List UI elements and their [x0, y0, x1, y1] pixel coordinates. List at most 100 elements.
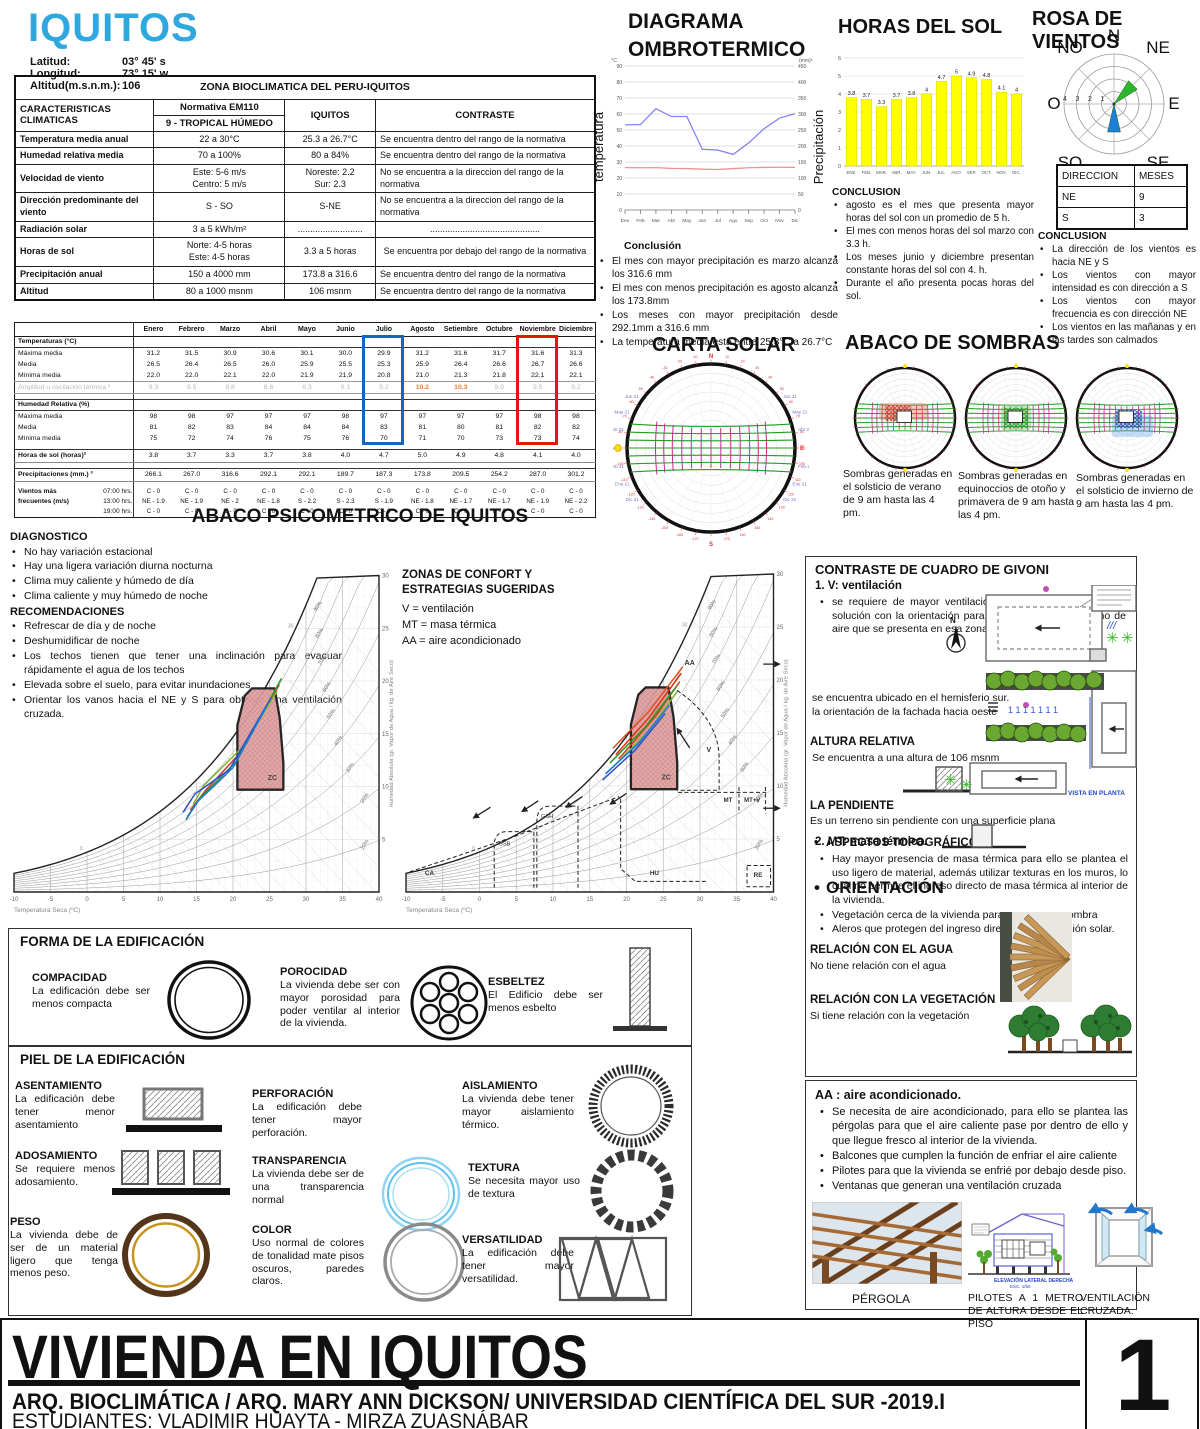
- table-cell: C - 0: [338, 487, 353, 495]
- svg-text:GSB: GSB: [499, 841, 511, 847]
- table-cell: 84: [341, 423, 350, 431]
- svg-text:-10: -10: [10, 897, 19, 903]
- table-cell: No se encuentra a la direccion del rango…: [374, 164, 596, 194]
- porocidad-text: La vivienda debe ser con mayor porosidad…: [280, 979, 400, 1030]
- shadow-chart-winter: [1074, 364, 1180, 472]
- sheet-number: 1: [1114, 1317, 1172, 1429]
- bullet-item: Elevada sobre el suelo, para evitar inun…: [10, 679, 342, 693]
- table-cell: 83: [226, 423, 234, 431]
- table-cell: 97: [380, 412, 388, 420]
- table-cell: [14, 393, 135, 400]
- bullet-item: Refrescar de día y de noche: [10, 620, 342, 634]
- table-cell: C - 0: [569, 507, 583, 515]
- sol-conclusion: CONCLUSION agosto es el mes que presenta…: [832, 186, 1034, 304]
- table-cell: NE: [1056, 186, 1135, 208]
- table-cell: 9.5: [518, 381, 557, 394]
- table-cell: 81: [149, 423, 158, 431]
- svg-text:O: O: [1047, 94, 1060, 113]
- svg-text:20%: 20%: [360, 792, 371, 804]
- svg-text:-80: -80: [617, 430, 622, 434]
- textura-icon: [590, 1149, 674, 1233]
- svg-text:-170: -170: [691, 537, 698, 541]
- sun-path-chart: 10 20 30 40 50 60 70 80 90 100 110 120 130 140 150 160 1…: [613, 354, 809, 546]
- svg-text:170: 170: [724, 537, 730, 541]
- svg-text:GSH: GSH: [541, 814, 553, 820]
- svg-text:70%: 70%: [317, 654, 328, 666]
- table-cell: C - 0: [223, 507, 237, 515]
- orientacion-line1: se encuentra ubicado en el hemisferio su…: [812, 692, 1010, 704]
- table-cell: Se encuentra dentro del rango de la norm…: [374, 265, 596, 284]
- givoni-altura-heading: ALTURA RELATIVA: [810, 736, 915, 748]
- svg-text:Dic 21: Dic 21: [783, 497, 796, 502]
- svg-text:S: S: [709, 542, 713, 546]
- svg-text:35: 35: [733, 897, 740, 903]
- forma-item-compacidad: COMPACIDAD La edificación debe ser menos…: [32, 972, 150, 1011]
- bullet-item: Hay una ligera variación diurna nocturna: [10, 560, 342, 574]
- svg-text:10%: 10%: [754, 838, 765, 850]
- table-cell: S - 2.3: [336, 497, 355, 505]
- table-cell: 97: [495, 412, 504, 420]
- table-cell: 8.6: [249, 381, 288, 394]
- svg-text:Abr 21: Abr 21: [613, 427, 624, 432]
- svg-text:°C: °C: [611, 58, 617, 64]
- svg-text:✳: ✳: [1121, 630, 1134, 647]
- aislamiento-title: AISLAMIENTO: [462, 1080, 538, 1092]
- table-cell: 98: [149, 412, 158, 420]
- givoni-agua-heading: RELACIÓN CON EL AGUA: [810, 944, 954, 956]
- svg-text:-140: -140: [648, 517, 655, 521]
- carta-title: CARTA SOLAR: [652, 334, 796, 356]
- table-cell: 31.5: [185, 349, 199, 357]
- table-cell: Humedad relativa media: [14, 147, 155, 166]
- svg-text:50: 50: [780, 387, 784, 391]
- table-cell: S: [1056, 207, 1135, 230]
- table-cell: 9.3: [133, 381, 173, 394]
- svg-text:90: 90: [801, 446, 805, 450]
- table-cell: 316.6: [210, 468, 250, 482]
- svg-text:Mar: Mar: [652, 218, 661, 224]
- table-cell: NE - 1.7: [487, 497, 511, 505]
- adosamiento-text: Se requiere menos adosamiento.: [15, 1163, 115, 1188]
- table-cell: 292.1: [287, 468, 327, 482]
- table-cell: [14, 481, 135, 487]
- svg-text:4: 4: [838, 92, 841, 98]
- compacidad-title: COMPACIDAD: [32, 972, 107, 984]
- table-cell: 84: [303, 423, 311, 431]
- svg-text:May 21: May 21: [615, 410, 631, 415]
- svg-text:✳: ✳: [1106, 630, 1119, 647]
- table-cell: Amplitud u oscilación térmica ¹: [14, 381, 135, 394]
- table-cell: S - 2.2: [297, 497, 317, 505]
- bullet-item: Ventanas que generan una ventilación cru…: [818, 1179, 1128, 1194]
- svg-text:E: E: [1168, 94, 1179, 113]
- table-cell: Precipitación anual: [14, 265, 155, 284]
- site-plan-drawing: N /// ✳ ✳ ✳ ✳ 1 1 1 1 1 1 1 VISTA EN PLANT…: [944, 585, 1137, 797]
- table-cell: 8.8: [210, 381, 250, 394]
- wind-direction-table: DIRECCION MESES NE 9 S 3: [1056, 164, 1188, 230]
- sun-hours-chart: 0 1 2 3 4 5 6 3.8 ENE. 3.7 FEB. 3.3 MAR. 3.7 ABR. 3.8 MA…: [838, 56, 1024, 175]
- svg-text:1 1 1 1 1 1 1: 1 1 1 1 1 1 1: [1008, 705, 1058, 715]
- table-cell: 3 a 5 kWh/m²: [153, 220, 286, 239]
- piel-item-peso: PESO La vivienda debe de ser de un mater…: [10, 1216, 118, 1280]
- recomendaciones-title: RECOMENDACIONES: [10, 605, 125, 618]
- bullet-item: Se necesita de aire acondicionado, para …: [818, 1105, 1128, 1148]
- pendiente-icon: [903, 766, 1063, 793]
- svg-text:300: 300: [798, 112, 807, 118]
- svg-text:80%: 80%: [314, 627, 325, 639]
- ombro-conclusion: Conclusión El mes con mayor precipitació…: [598, 240, 838, 350]
- legend-ventilacion: V = ventilación: [402, 602, 474, 615]
- piel-item-perforacion: PERFORACIÓN La edificación debe tener ma…: [252, 1088, 362, 1139]
- table-cell: 70: [457, 434, 465, 442]
- givoni-pendiente-text: Es un terreno sin pendiente con una supe…: [810, 815, 1056, 827]
- svg-text:N: N: [709, 354, 713, 360]
- svg-text:50: 50: [616, 128, 622, 134]
- svg-text:50%: 50%: [720, 707, 731, 719]
- compacidad-text: La edificación debe ser menos compacta: [32, 985, 150, 1010]
- orientacion-line2: la orientación de la fachada hacia oeste: [812, 705, 998, 718]
- table-cell: IQUITOS: [284, 98, 376, 132]
- table-cell: C - 0: [261, 487, 276, 495]
- bullet-item: La dirección de los vientos es hacia NE …: [1038, 244, 1196, 269]
- table-cell: 10.2: [403, 381, 442, 394]
- cross-ventilation-icon: [1087, 1202, 1164, 1267]
- table-cell: 21.9: [338, 371, 353, 379]
- diagnostico-list: No hay variación estacionalHay una liger…: [10, 546, 342, 604]
- svg-text:3.3: 3.3: [878, 100, 886, 106]
